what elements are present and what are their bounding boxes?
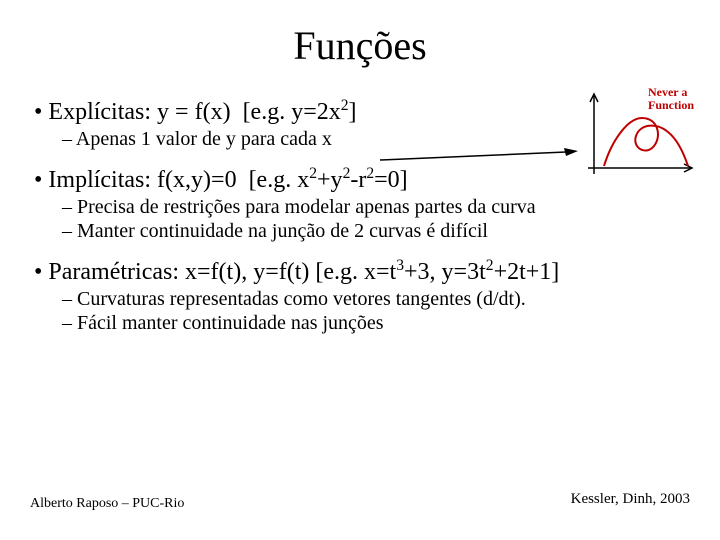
sub-implicitas-1: Precisa de restrições para modelar apena… [62, 196, 692, 219]
bullet-parametricas: Paramétricas: x=f(t), y=f(t) [e.g. x=t3+… [34, 259, 692, 335]
pointer-arrow [378, 148, 578, 178]
sub-implicitas-2: Manter continuidade na junção de 2 curva… [62, 220, 692, 243]
never-a-function-figure: Never a Function [576, 88, 696, 180]
slide: Funções Explícitas: y = f(x) [e.g. y=2x2… [0, 0, 720, 540]
sub-parametricas-2: Fácil manter continuidade nas junções [62, 312, 692, 335]
sub-parametricas-1: Curvaturas representadas como vetores ta… [62, 288, 692, 311]
slide-title: Funções [0, 0, 720, 83]
figure-caption: Never a Function [648, 86, 694, 111]
bullet-explicitas-text: Explícitas: y = f(x) [e.g. y=2x2] [48, 99, 356, 125]
bullet-implicitas-text: Implícitas: f(x,y)=0 [e.g. x2+y2-r2=0] [48, 167, 407, 193]
footer-left: Alberto Raposo – PUC-Rio [30, 496, 184, 512]
figure-caption-l2: Function [648, 98, 694, 112]
sublist-parametricas: Curvaturas representadas como vetores ta… [34, 288, 692, 335]
bullet-parametricas-text: Paramétricas: x=f(t), y=f(t) [e.g. x=t3+… [48, 259, 559, 285]
sublist-implicitas: Precisa de restrições para modelar apena… [34, 196, 692, 243]
footer-right: Kessler, Dinh, 2003 [571, 491, 690, 508]
